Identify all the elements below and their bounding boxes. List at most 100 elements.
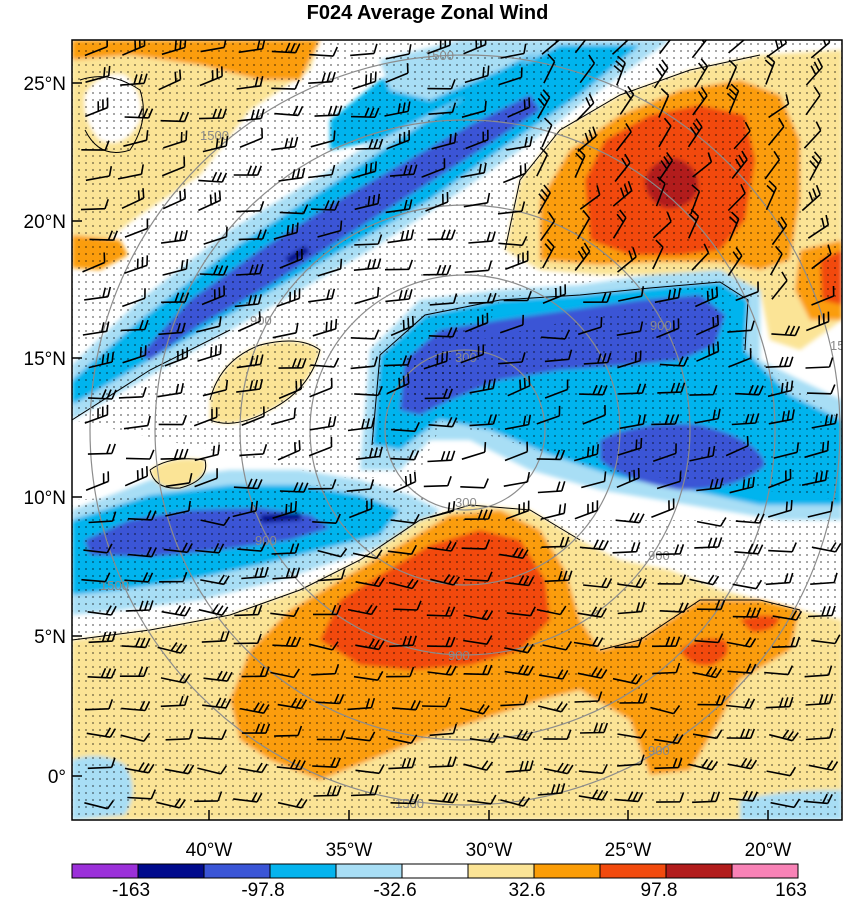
wind-barb <box>573 636 604 648</box>
wind-barb <box>727 663 757 674</box>
wind-barb <box>583 352 612 365</box>
wind-barb <box>543 762 574 775</box>
wind-barb <box>654 733 684 745</box>
wind-barb <box>811 542 842 553</box>
wind-barb <box>657 382 686 394</box>
wind-barb <box>429 501 456 518</box>
wind-barb <box>198 171 228 183</box>
wind-barb <box>464 260 493 274</box>
wind-barb <box>354 286 380 305</box>
wind-barb <box>202 379 229 397</box>
range-ring-1500 <box>89 54 841 806</box>
wind-barb <box>388 757 417 770</box>
ring-label: 300 <box>455 495 477 510</box>
wind-barb <box>612 180 633 207</box>
wind-barb <box>385 289 413 303</box>
wind-barb <box>158 322 186 336</box>
wind-barb <box>726 698 756 709</box>
colorbar <box>71 863 799 879</box>
wind-barb <box>355 638 385 651</box>
ring-label: 300 <box>455 350 477 365</box>
wind-barb <box>83 543 113 554</box>
wind-barb <box>692 86 708 116</box>
wind-barb <box>727 183 746 212</box>
wind-barb <box>503 471 531 487</box>
wind-barb <box>503 729 533 742</box>
wind-barb <box>161 156 186 177</box>
lon-tick-label: 25°W <box>605 840 652 861</box>
wind-barb <box>350 43 378 57</box>
contour-lines <box>72 54 801 651</box>
ring-label: 900 <box>648 743 670 758</box>
wind-barb <box>692 791 721 804</box>
colorbar-label: 163 <box>775 880 807 900</box>
wind-barb <box>691 40 708 59</box>
lat-tick-label: 25°N <box>24 74 66 95</box>
wind-barb <box>310 357 340 368</box>
wind-barb <box>308 164 336 179</box>
wind-barb <box>652 239 664 270</box>
wind-barb <box>544 379 569 399</box>
wind-barb <box>159 571 188 583</box>
wind-barb <box>428 416 458 428</box>
wind-barb <box>84 699 114 711</box>
wind-barb <box>544 570 573 583</box>
wind-barb <box>158 69 182 91</box>
wind-barb <box>804 665 833 678</box>
wind-barb <box>540 212 556 241</box>
wind-barb <box>81 572 111 583</box>
colorbar-labels: -163 -97.8 -32.6 32.6 97.8 163 <box>112 880 807 900</box>
fill-yellow-patch-2 <box>150 458 206 489</box>
wind-barb <box>579 185 601 210</box>
wind-barb <box>770 798 801 809</box>
wind-barb <box>317 258 343 277</box>
wind-barb <box>387 544 418 555</box>
wind-barb <box>726 83 740 114</box>
wind-barb <box>279 482 309 493</box>
wind-barb <box>119 666 149 677</box>
wind-barb <box>765 696 794 709</box>
wind-barb <box>689 574 720 586</box>
wind-barb <box>427 450 456 463</box>
lon-tick-label: 30°W <box>466 840 513 861</box>
wind-barb <box>312 318 338 337</box>
wind-barb <box>124 107 154 119</box>
wind-barb <box>537 783 566 796</box>
wind-barb <box>89 230 119 241</box>
wind-barb <box>271 42 301 54</box>
wind-barb <box>423 351 448 370</box>
wind-barb <box>156 798 186 809</box>
wind-barb <box>272 567 301 580</box>
wind-barb <box>463 635 493 645</box>
wind-barb <box>461 442 487 460</box>
wind-barb <box>579 54 596 84</box>
ring-label: 900 <box>650 318 672 333</box>
wind-barb <box>614 637 643 649</box>
wind-barb <box>579 539 609 551</box>
wind-barb <box>696 599 726 611</box>
wind-barb <box>122 288 146 308</box>
wind-barb <box>727 247 743 277</box>
lon-tick-label: 35°W <box>326 840 373 861</box>
wind-barb <box>310 130 336 148</box>
wind-barb <box>650 705 681 715</box>
wind-barb <box>271 136 299 151</box>
wind-barb <box>386 373 410 395</box>
wind-barb <box>506 606 536 617</box>
wind-barb <box>765 572 794 586</box>
colorbar-swatch <box>335 863 403 879</box>
wind-barb <box>427 636 456 648</box>
wind-barb <box>619 693 648 704</box>
wind-barb <box>389 635 417 648</box>
wind-barb <box>731 150 748 179</box>
wind-barb <box>123 130 149 147</box>
wind-barb <box>809 151 822 181</box>
wind-barb <box>278 358 307 369</box>
wind-barb <box>619 85 635 115</box>
wind-barb <box>237 311 261 332</box>
wind-barb <box>577 126 597 153</box>
wind-barb <box>315 693 345 705</box>
wind-barb <box>612 209 627 239</box>
wind-barb <box>236 201 265 213</box>
wind-barb <box>577 606 607 618</box>
